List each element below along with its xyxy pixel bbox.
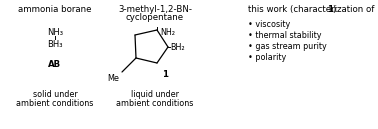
Text: • gas stream purity: • gas stream purity: [248, 42, 327, 51]
Text: NH₃: NH₃: [47, 28, 63, 37]
Text: • polarity: • polarity: [248, 53, 286, 62]
Text: AB: AB: [48, 60, 62, 69]
Text: ambient conditions: ambient conditions: [116, 99, 194, 108]
Text: BH₂: BH₂: [170, 42, 184, 51]
Text: cyclopentane: cyclopentane: [126, 13, 184, 22]
Text: liquid under: liquid under: [131, 90, 179, 99]
Text: solid under: solid under: [33, 90, 77, 99]
Text: ):: ):: [332, 5, 338, 14]
Text: ambient conditions: ambient conditions: [16, 99, 94, 108]
Text: • thermal stability: • thermal stability: [248, 31, 322, 40]
Text: Me: Me: [107, 74, 119, 83]
Text: • viscosity: • viscosity: [248, 20, 290, 29]
Text: 3-methyl-1,2-BN-: 3-methyl-1,2-BN-: [118, 5, 192, 14]
Text: BH₃: BH₃: [47, 40, 63, 49]
Text: NH₂: NH₂: [160, 28, 175, 37]
Text: ammonia borane: ammonia borane: [18, 5, 92, 14]
Text: 1: 1: [327, 5, 333, 14]
Text: this work (characterization of: this work (characterization of: [248, 5, 377, 14]
Text: 1: 1: [162, 70, 168, 79]
